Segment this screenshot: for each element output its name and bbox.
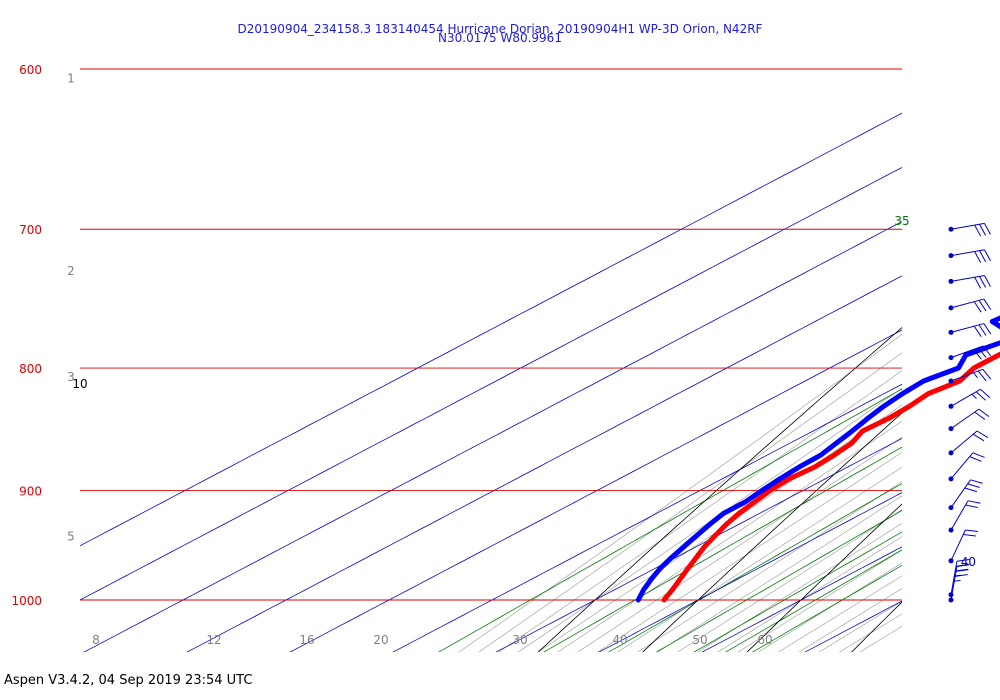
wind-barb — [948, 529, 978, 564]
isotherm-line — [701, 546, 902, 652]
isobars — [80, 68, 902, 601]
height-label: 2 — [67, 264, 75, 278]
wind-barb — [948, 500, 981, 533]
dry-adiabat-label: 10 — [72, 377, 87, 391]
moist-adiabat-line — [677, 509, 902, 652]
moist-adiabat-line — [617, 466, 902, 652]
isobar-label: 800 — [19, 362, 42, 376]
chart-title: D20190904_234158.3 183140454 Hurricane D… — [238, 22, 763, 36]
moist-adiabat-line — [737, 549, 902, 652]
wind-barb — [948, 388, 991, 409]
mixing-ratio-line — [655, 510, 902, 652]
bottom-axis-label: 60 — [757, 633, 772, 647]
wind-barb — [948, 430, 989, 456]
height-label: 3 — [67, 370, 75, 384]
temperature-profile — [661, 351, 1000, 603]
wind-barb — [948, 345, 992, 361]
mixing-ratio-line — [751, 564, 902, 652]
height-label: 1 — [67, 72, 75, 86]
moist-adiabat-line — [757, 562, 902, 652]
chart-location: N30.0175 W80.9961 — [438, 31, 562, 45]
dewpoint-profile — [635, 315, 1000, 603]
wind-barb — [948, 452, 985, 482]
moist-adiabat-line — [597, 451, 902, 652]
moist-adiabat-line — [717, 536, 902, 652]
moist-adiabat-line — [478, 352, 902, 652]
moist-adiabat-line — [798, 588, 902, 652]
wind-barb — [948, 564, 970, 603]
wind-barbs — [948, 222, 992, 603]
wind-barb — [948, 298, 992, 313]
mixing-ratio-line — [725, 549, 902, 652]
bottom-axis-label: 50 — [692, 633, 707, 647]
bottom-axis-label: 20 — [373, 633, 388, 647]
mixing-ratio-line — [438, 388, 902, 652]
isobar-label: 1000 — [11, 594, 42, 608]
moist-adiabat-line — [517, 387, 902, 652]
moist-adiabat-line — [859, 626, 902, 652]
mixing-ratio-line — [543, 446, 902, 652]
bottom-axis-label: 40 — [612, 633, 627, 647]
wind-barb — [948, 249, 991, 263]
dry-adiabat-line — [746, 503, 902, 652]
isotherm-line — [804, 600, 902, 652]
moist-adiabat-line — [577, 436, 902, 652]
isotherm-line — [289, 329, 902, 652]
isotherm-line — [392, 383, 902, 652]
mixing-ratio-label: 35 — [894, 214, 909, 228]
wind-barb — [948, 479, 983, 511]
dry-adiabat-line — [851, 601, 902, 652]
dry-adiabat-line — [537, 326, 902, 652]
moist-adiabat-line — [637, 481, 902, 652]
mixing-ratio-line — [693, 531, 902, 652]
isobar-label: 900 — [19, 484, 42, 498]
wind-barb — [948, 274, 991, 289]
wind-barb — [948, 222, 991, 237]
moist-adiabat-line — [498, 370, 902, 652]
dry-adiabats — [537, 326, 902, 652]
bottom-axis-label: 8 — [92, 633, 100, 647]
isotherm-label: 40 — [961, 555, 976, 569]
moist-adiabat-line — [697, 522, 902, 652]
bottom-axis-label: 16 — [299, 633, 314, 647]
isotherm-line — [186, 275, 902, 652]
sounding-profiles — [635, 315, 1000, 603]
isotherm-line — [495, 438, 902, 652]
moist-adiabat-line — [557, 420, 902, 652]
wind-barb — [948, 408, 990, 432]
mixing-ratio-lines — [438, 388, 902, 652]
mixing-ratio-line — [608, 483, 902, 652]
footer-version: Aspen V3.4.2, 04 Sep 2019 23:54 UTC — [4, 673, 253, 688]
moist-adiabat-line — [537, 404, 902, 652]
isobar-label: 700 — [19, 223, 42, 237]
bottom-axis-label: 12 — [206, 633, 221, 647]
isotherm-line — [598, 492, 902, 652]
wind-barb — [948, 368, 992, 384]
moist-adiabat-line — [458, 333, 902, 652]
wind-barb — [948, 323, 992, 337]
dry-adiabat-line — [642, 412, 902, 652]
height-label: 5 — [67, 530, 75, 544]
moist-adiabat-line — [778, 575, 902, 652]
axis-labels: 60070080090010001235-20-1001020304010203… — [11, 63, 976, 647]
moist-adiabats — [458, 333, 902, 652]
bottom-axis-label: 30 — [512, 633, 527, 647]
moist-adiabat-line — [657, 495, 902, 652]
isobar-label: 600 — [19, 63, 42, 77]
moist-adiabat-line — [818, 600, 902, 652]
